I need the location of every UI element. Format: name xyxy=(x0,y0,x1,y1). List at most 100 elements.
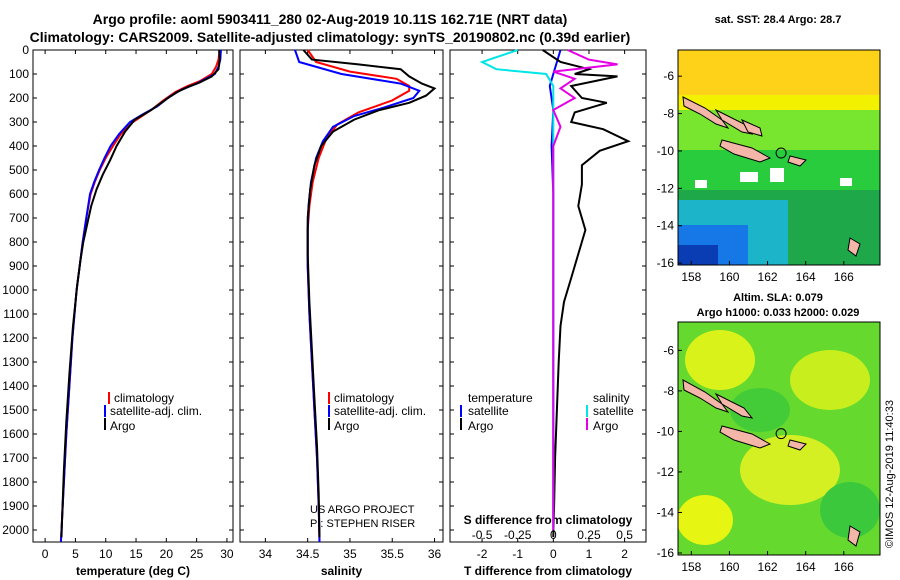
difference-legend: temperature satellite Argo salinity sate… xyxy=(460,391,634,433)
y-tick-label: 1000 xyxy=(2,283,29,297)
profile-panel-1: 0100200300400500600700800900100011001200… xyxy=(2,43,234,578)
map-lat-label: -12 xyxy=(657,465,675,479)
legend-satellite-adj: satellite-adj. clim. xyxy=(110,404,202,418)
map-lat-label: -10 xyxy=(657,424,675,438)
legend-climatology-sal: climatology xyxy=(334,391,394,405)
y-tick-label: 1500 xyxy=(2,403,29,417)
map-axes: -6 -8 -10 -12 -14 -16 158 160 162 164 166 -6 -8 -10 -1… xyxy=(657,69,854,574)
legend-climatology: climatology xyxy=(114,391,174,405)
series-line-argo xyxy=(302,49,437,538)
legend-satellite-adj-sal: satellite-adj. clim. xyxy=(334,404,426,418)
salinity-legend: climatology satellite-adj. clim. Argo xyxy=(328,391,426,433)
y-tick-label: 1800 xyxy=(2,475,29,489)
secondary-tick-label: 0.25 xyxy=(577,528,601,542)
legend-temp-satellite: satellite xyxy=(468,404,509,418)
x-tick-label: -2 xyxy=(477,547,488,561)
map-lat-label: -14 xyxy=(657,219,675,233)
series-line-salinity-argo xyxy=(552,49,618,530)
y-tick-label: 800 xyxy=(9,235,29,249)
map-lon-label: 160 xyxy=(719,560,739,574)
y-tick-label: 1700 xyxy=(2,451,29,465)
secondary-axis-label: S difference from climatology xyxy=(464,513,633,527)
map-lat-label: -6 xyxy=(663,343,674,357)
x-tick-label: 34 xyxy=(259,547,273,561)
y-tick-label: 1900 xyxy=(2,499,29,513)
profile-panels: 0100200300400500600700800900100011001200… xyxy=(2,43,647,578)
y-tick-label: 600 xyxy=(9,187,29,201)
x-tick-label: 30 xyxy=(220,547,234,561)
map-lon-label: 162 xyxy=(758,560,778,574)
y-tick-label: 0 xyxy=(22,43,29,57)
x-axis-label: salinity xyxy=(321,564,363,578)
legend-sal-argo: Argo xyxy=(593,419,619,433)
map-lat-label: -16 xyxy=(657,256,675,270)
y-tick-label: 1400 xyxy=(2,379,29,393)
x-axis-label: temperature (deg C) xyxy=(76,564,190,578)
x-tick-label: 0 xyxy=(42,547,49,561)
map-lon-label: 158 xyxy=(681,560,701,574)
x-tick-label: 1 xyxy=(586,547,593,561)
y-tick-label: 1600 xyxy=(2,427,29,441)
profile-panel-2: 34 34.5 35 35.5 36 salinity xyxy=(239,49,444,578)
y-tick-label: 100 xyxy=(9,67,29,81)
y-tick-label: 900 xyxy=(9,259,29,273)
x-tick-label: 34.5 xyxy=(296,547,320,561)
legend-argo-sal: Argo xyxy=(334,419,360,433)
map-lat-label: -6 xyxy=(663,69,674,83)
series-line-salinity-satellite xyxy=(479,49,555,530)
x-tick-label: 20 xyxy=(160,547,174,561)
panel-frame xyxy=(239,49,444,543)
x-tick-label: 15 xyxy=(129,547,143,561)
legend-temperature-heading: temperature xyxy=(468,391,533,405)
panel-frame xyxy=(32,49,234,543)
x-tick-label: 10 xyxy=(99,547,113,561)
y-tick-label: 1100 xyxy=(3,307,29,321)
map-lat-label: -14 xyxy=(657,505,675,519)
x-tick-label: 25 xyxy=(190,547,204,561)
series-line-argo xyxy=(60,49,221,538)
y-tick-label: 200 xyxy=(9,91,29,105)
profile-panel-3: -2 -1 0 1 2 T difference from climatology S di… xyxy=(449,49,647,578)
series-line-climatology xyxy=(306,49,411,543)
y-tick-label: 400 xyxy=(9,139,29,153)
x-tick-label: 36 xyxy=(428,547,442,561)
sla-map xyxy=(678,322,880,555)
project-credit: US ARGO PROJECT xyxy=(310,504,415,516)
legend-temp-argo: Argo xyxy=(468,419,494,433)
map-lon-label: 158 xyxy=(681,270,701,284)
x-tick-label: 5 xyxy=(72,547,79,561)
map-lat-label: -8 xyxy=(663,107,674,121)
sst-map-title: sat. SST: 28.4 Argo: 28.7 xyxy=(715,14,842,26)
x-tick-label: 35 xyxy=(343,547,357,561)
map-lon-label: 162 xyxy=(758,270,778,284)
map-lat-label: -16 xyxy=(657,546,675,560)
x-tick-label: 0 xyxy=(550,547,557,561)
float-position-markers xyxy=(775,147,787,440)
series-line-temperature-argo xyxy=(542,49,631,538)
x-tick-label: -1 xyxy=(512,547,523,561)
plot-title-line-1: Argo profile: aoml 5903411_280 02-Aug-20… xyxy=(92,11,568,27)
map-lon-label: 166 xyxy=(834,560,854,574)
secondary-tick-label: -0.5 xyxy=(472,528,493,542)
legend-salinity-heading: salinity xyxy=(593,391,630,405)
map-lat-label: -8 xyxy=(663,384,674,398)
series-line-satellite-adj-clim- xyxy=(59,49,222,543)
plot-title-line-2: Climatology: CARS2009. Satellite-adjuste… xyxy=(29,29,631,45)
x-tick-label: 35.5 xyxy=(381,547,405,561)
legend-sal-satellite: satellite xyxy=(593,404,634,418)
series-line-satellite-adj-clim- xyxy=(294,49,421,543)
map-lat-label: -12 xyxy=(657,181,675,195)
sla-map-title-1: Altim. SLA: 0.079 xyxy=(733,292,823,304)
y-tick-label: 1300 xyxy=(2,355,29,369)
y-tick-label: 700 xyxy=(9,211,29,225)
y-tick-label: 2000 xyxy=(2,523,29,537)
sla-map-title-2: Argo h1000: 0.033 h2000: 0.029 xyxy=(697,307,860,319)
map-lon-label: 160 xyxy=(719,270,739,284)
map-lon-label: 164 xyxy=(796,270,816,284)
map-lon-label: 166 xyxy=(834,270,854,284)
float-marker xyxy=(775,428,787,440)
map-lat-label: -10 xyxy=(657,144,675,158)
y-tick-label: 1200 xyxy=(2,331,29,345)
secondary-tick-label: -0.25 xyxy=(504,528,532,542)
